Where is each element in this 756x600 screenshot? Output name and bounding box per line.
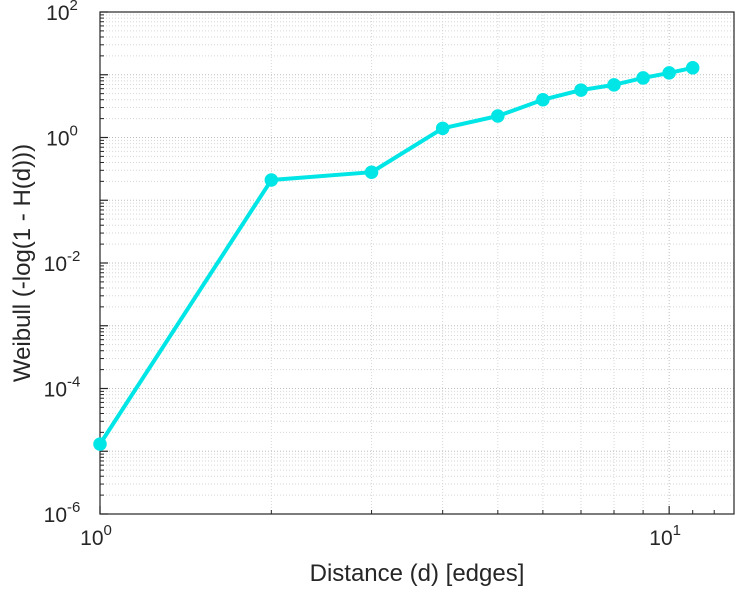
data-point — [574, 83, 588, 97]
data-point — [264, 173, 279, 187]
data-point — [435, 121, 450, 136]
y-tick-label: 102 — [46, 0, 78, 25]
x-tick-label: 101 — [649, 522, 681, 550]
data-point — [491, 109, 505, 123]
y-tick-label: 100 — [46, 123, 78, 151]
y-tick-label: 10-2 — [44, 248, 81, 276]
data-point — [536, 92, 550, 107]
data-point — [607, 78, 621, 92]
data-point — [662, 66, 676, 80]
x-axis-label: Distance (d) [edges] — [309, 560, 525, 587]
data-point — [636, 71, 650, 85]
plot-area — [100, 12, 734, 514]
data-point — [685, 61, 700, 75]
y-tick-label: 10-4 — [44, 374, 81, 402]
y-tick-label: 10-6 — [44, 499, 81, 527]
data-point — [93, 437, 107, 451]
x-tick-label: 100 — [80, 522, 112, 550]
data-point — [364, 165, 379, 179]
y-axis-label: Weibull (-log(1 - H(d))) — [9, 143, 36, 383]
